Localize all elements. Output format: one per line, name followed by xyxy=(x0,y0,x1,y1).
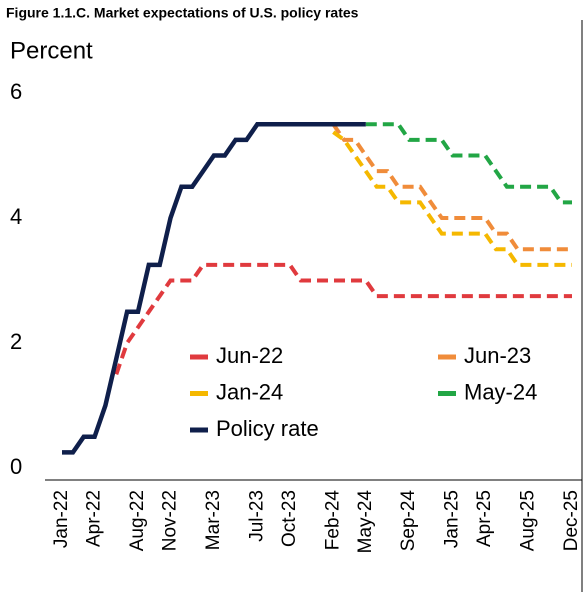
legend-label: Policy rate xyxy=(216,416,319,441)
y-tick-label: 2 xyxy=(10,329,22,354)
y-tick-label: 0 xyxy=(10,454,22,479)
legend-label: May-24 xyxy=(464,379,537,404)
x-tick-label: Aug-22 xyxy=(127,490,148,551)
x-tick-label: Aug-25 xyxy=(518,490,539,551)
series-line xyxy=(365,122,572,205)
legend-label: Jun-22 xyxy=(216,343,283,368)
x-tick-label: Jan-25 xyxy=(442,490,463,548)
series-line xyxy=(114,262,572,375)
chart-title: Figure 1.1.C. Market expectations of U.S… xyxy=(6,5,359,21)
x-tick-label: Jul-23 xyxy=(246,490,267,542)
x-tick-label: Jan-22 xyxy=(51,490,72,548)
y-tick-label: 6 xyxy=(10,79,22,104)
x-tick-label: Dec-25 xyxy=(561,490,582,551)
x-tick-label: Mar-23 xyxy=(203,490,224,550)
x-tick-label: Nov-22 xyxy=(160,490,181,551)
x-tick-label: Apr-22 xyxy=(84,490,105,547)
x-tick-label: Oct-23 xyxy=(279,490,300,547)
y-tick-label: 4 xyxy=(10,204,22,229)
series-line xyxy=(331,123,572,252)
x-tick-label: May-24 xyxy=(355,490,376,554)
x-tick-label: Feb-24 xyxy=(322,490,343,551)
legend-label: Jun-23 xyxy=(464,343,531,368)
y-axis-label: Percent xyxy=(10,37,93,64)
legend-label: Jan-24 xyxy=(216,379,283,404)
series-line xyxy=(62,122,366,455)
series-line xyxy=(332,130,572,267)
x-tick-label: Apr-25 xyxy=(474,490,495,547)
x-tick-label: Sep-24 xyxy=(398,490,419,552)
